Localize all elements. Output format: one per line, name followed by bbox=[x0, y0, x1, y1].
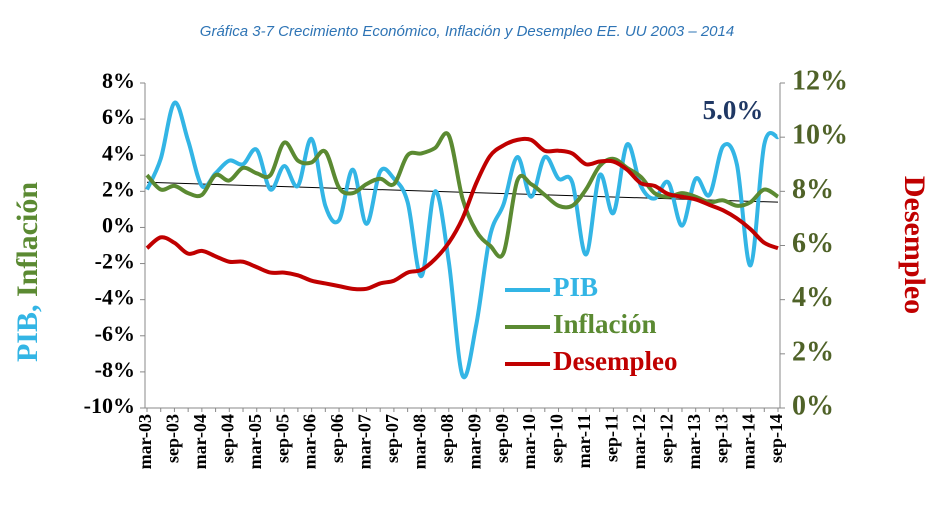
x-tick-label: mar-03 bbox=[135, 414, 155, 469]
y-tick-label: 8% bbox=[102, 68, 135, 93]
legend-label: Inflación bbox=[553, 309, 657, 339]
x-tick-label: mar-14 bbox=[739, 414, 759, 469]
x-tick-label: mar-04 bbox=[190, 414, 210, 469]
y-axis-label: PIB, Inflación bbox=[11, 182, 44, 362]
x-tick-label: mar-13 bbox=[684, 414, 704, 469]
x-tick-label: mar-09 bbox=[464, 414, 484, 469]
y-tick-label: -2% bbox=[95, 249, 135, 274]
y-tick-label: -6% bbox=[95, 321, 135, 346]
x-tick-label: sep-11 bbox=[602, 414, 622, 462]
y-axis-label-part: PIB, bbox=[11, 297, 44, 362]
x-tick-label: sep-05 bbox=[272, 414, 292, 463]
x-tick-label: sep-07 bbox=[382, 414, 402, 463]
y-axis-label-part: Inflación bbox=[11, 182, 44, 297]
x-tick-label: sep-04 bbox=[217, 414, 237, 463]
y2-tick-label: 4% bbox=[792, 282, 834, 313]
y-tick-label: -4% bbox=[95, 285, 135, 310]
x-tick-label: mar-11 bbox=[574, 414, 594, 468]
x-tick-label: sep-03 bbox=[163, 414, 183, 463]
y2-axis-label: Desempleo bbox=[898, 176, 931, 314]
chart-title: Gráfica 3-7 Crecimiento Económico, Infla… bbox=[200, 23, 734, 40]
y2-tick-label: 10% bbox=[792, 120, 848, 151]
y2-tick-label: 12% bbox=[792, 65, 848, 96]
y-tick-label: 6% bbox=[102, 104, 135, 129]
annotation: 5.0% bbox=[703, 95, 764, 125]
y2-tick-label: 0% bbox=[792, 390, 834, 421]
x-tick-label: sep-12 bbox=[656, 414, 676, 463]
x-tick-label: sep-13 bbox=[711, 414, 731, 463]
y2-tick-label: 6% bbox=[792, 228, 834, 259]
x-tick-label: mar-05 bbox=[245, 414, 265, 469]
series-line bbox=[145, 100, 780, 380]
y-tick-label: 0% bbox=[102, 212, 135, 237]
series-line bbox=[145, 131, 780, 259]
x-tick-label: mar-06 bbox=[300, 414, 320, 469]
x-tick-label: mar-08 bbox=[409, 414, 429, 469]
x-tick-label: mar-12 bbox=[629, 414, 649, 469]
y2-tick-label: 2% bbox=[792, 336, 834, 367]
series-line bbox=[145, 136, 779, 292]
x-tick-label: sep-06 bbox=[327, 414, 347, 463]
y-tick-label: -8% bbox=[95, 357, 135, 382]
x-tick-label: mar-07 bbox=[355, 414, 375, 469]
y-tick-label: -10% bbox=[84, 393, 135, 418]
x-tick-label: mar-10 bbox=[519, 414, 539, 469]
legend-label: Desempleo bbox=[553, 346, 677, 376]
x-tick-label: sep-09 bbox=[492, 414, 512, 463]
y-tick-label: 4% bbox=[102, 140, 135, 165]
x-tick-label: sep-08 bbox=[437, 414, 457, 463]
x-tick-label: sep-14 bbox=[766, 414, 786, 463]
y-tick-label: 2% bbox=[102, 176, 135, 201]
x-tick-label: sep-10 bbox=[547, 414, 567, 463]
y2-tick-label: 8% bbox=[792, 174, 834, 205]
legend-label: PIB bbox=[553, 272, 598, 302]
